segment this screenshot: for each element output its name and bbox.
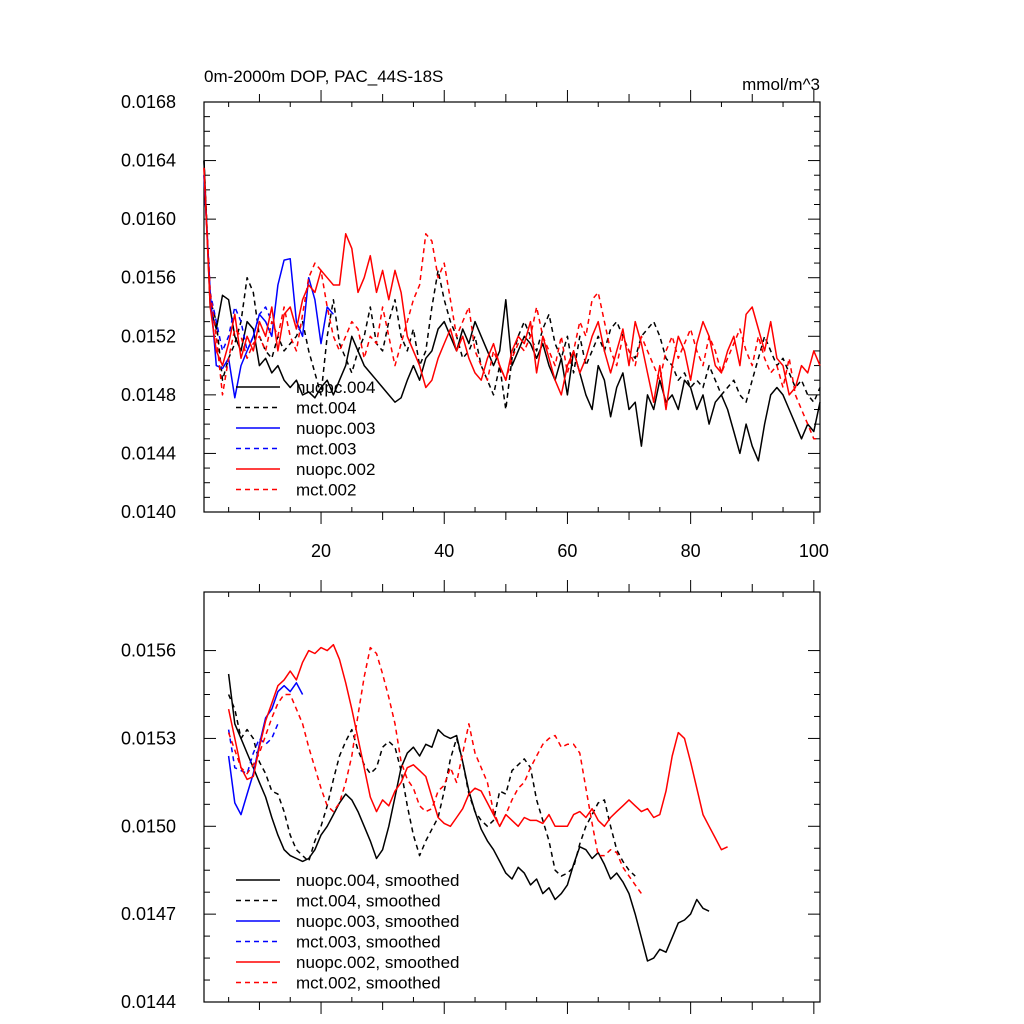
series-line-nuopc-002-smoothed xyxy=(227,643,728,851)
legend-label: mct.003, smoothed xyxy=(296,933,441,952)
legend-label: mct.002, smoothed xyxy=(296,974,441,993)
series-line-mct-003 xyxy=(203,175,273,352)
legend-label: mct.004, smoothed xyxy=(296,892,441,911)
series-line-mct-004-smoothed xyxy=(227,694,636,877)
legend-label: nuopc.004, smoothed xyxy=(296,871,460,890)
top-series-group xyxy=(203,160,821,462)
y-tick-label: 0.0152 xyxy=(121,326,176,346)
legend-label: mct.002 xyxy=(296,481,356,500)
legend-label: nuopc.003 xyxy=(296,419,375,438)
x-tick-label: 100 xyxy=(799,541,829,561)
series-line-nuopc-004 xyxy=(203,160,821,462)
top-axis-ticks: 0.0140 0.0144 0.0148 0.0152 0.0156 0.0160 0.01… xyxy=(121,90,829,561)
x-tick-label: 20 xyxy=(311,541,331,561)
bottom-series-group xyxy=(227,643,728,962)
y-tick-label: 0.0144 xyxy=(121,992,176,1012)
y-tick-label: 0.0147 xyxy=(121,904,176,924)
series-line-nuopc-002 xyxy=(203,167,821,411)
legend-label: nuopc.004 xyxy=(296,378,375,397)
y-tick-label: 0.0156 xyxy=(121,641,176,661)
series-line-mct-003-smoothed xyxy=(227,723,279,775)
top-chart-title: 0m-2000m DOP, PAC_44S-18S xyxy=(204,67,443,86)
series-line-mct-002 xyxy=(203,167,820,440)
series-line-mct-004 xyxy=(203,160,821,411)
top-panel: 0m-2000m DOP, PAC_44S-18S mmol/m^3 0.014… xyxy=(121,67,829,561)
y-tick-label: 0.0160 xyxy=(121,209,176,229)
top-chart-units: mmol/m^3 xyxy=(742,75,820,94)
bottom-plot-frame xyxy=(203,591,821,1003)
y-tick-label: 0.0150 xyxy=(121,816,176,836)
legend-label: mct.004 xyxy=(296,399,356,418)
y-tick-label: 0.0153 xyxy=(121,728,176,748)
legend-label: nuopc.002, smoothed xyxy=(296,953,460,972)
x-tick-label: 40 xyxy=(434,541,454,561)
bottom-panel: 0.0144 0.0147 0.0150 0.0153 0.0156 nuopc.004… xyxy=(121,580,821,1014)
y-tick-label: 0.0144 xyxy=(121,443,176,463)
x-tick-label: 80 xyxy=(681,541,701,561)
y-tick-label: 0.0156 xyxy=(121,268,176,288)
series-line-nuopc-003-smoothed xyxy=(227,682,304,816)
y-tick-label: 0.0140 xyxy=(121,502,176,522)
legend-label: nuopc.003, smoothed xyxy=(296,912,460,931)
series-line-mct-002-smoothed xyxy=(227,646,643,895)
y-tick-label: 0.0168 xyxy=(121,92,176,112)
legend-label: mct.003 xyxy=(296,440,356,459)
y-tick-label: 0.0148 xyxy=(121,385,176,405)
legend-label: nuopc.002 xyxy=(296,460,375,479)
y-tick-label: 0.0164 xyxy=(121,151,176,171)
bottom-axis-ticks: 0.0144 0.0147 0.0150 0.0153 0.0156 xyxy=(121,580,820,1014)
x-tick-label: 60 xyxy=(557,541,577,561)
